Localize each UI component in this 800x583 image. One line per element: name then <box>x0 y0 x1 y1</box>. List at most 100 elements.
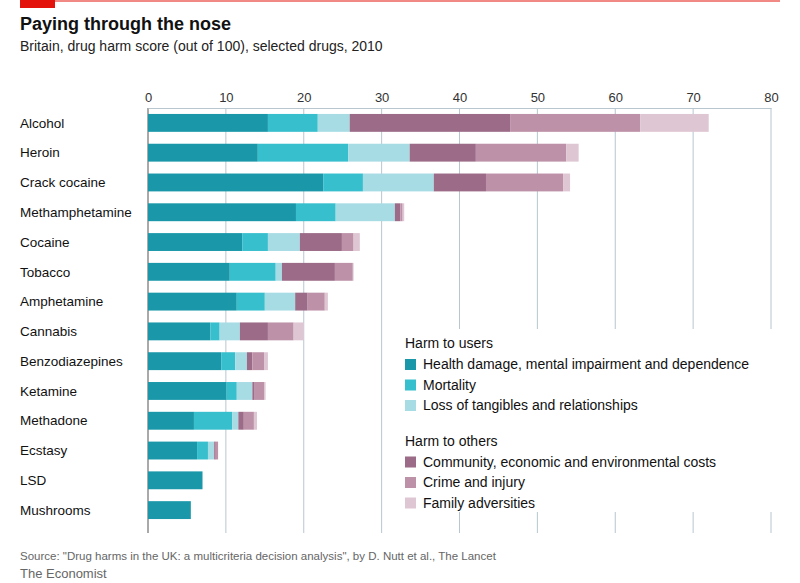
header-tag <box>20 0 55 8</box>
grid-line <box>225 108 226 533</box>
category-label: Heroin <box>20 145 60 160</box>
series <box>194 114 363 460</box>
bar <box>202 471 203 489</box>
legend-swatch <box>405 359 416 370</box>
bar <box>325 293 328 311</box>
bar <box>190 501 191 519</box>
tick: 40 <box>453 90 467 108</box>
tick-label: 0 <box>145 90 152 105</box>
bar <box>202 471 203 489</box>
category-label: LSD <box>20 473 47 488</box>
bar <box>352 263 354 281</box>
legend-label: Loss of tangibles and relationships <box>423 397 638 413</box>
legend-title: Harm to others <box>405 433 498 449</box>
bar <box>318 114 350 132</box>
legend-swatch <box>405 400 416 411</box>
tick: 0 <box>145 90 152 108</box>
bar <box>235 352 247 370</box>
bar <box>395 203 400 221</box>
bar <box>190 501 191 519</box>
legend-label: Health damage, mental impairment and dep… <box>423 356 749 372</box>
bar <box>148 144 258 162</box>
bar <box>202 471 203 489</box>
bar <box>227 382 237 400</box>
bar <box>237 382 253 400</box>
bar <box>363 174 434 192</box>
bar <box>264 382 266 400</box>
bar <box>148 442 197 460</box>
bar <box>336 203 395 221</box>
category-label: Alcohol <box>20 116 64 131</box>
bar <box>276 263 282 281</box>
bar <box>252 352 264 370</box>
bar <box>148 263 230 281</box>
bar <box>148 471 203 489</box>
bar <box>202 471 203 489</box>
bar <box>323 174 363 192</box>
legend-label: Community, economic and environmental co… <box>423 454 716 470</box>
bar <box>486 174 563 192</box>
bar <box>403 203 405 221</box>
bar <box>190 501 191 519</box>
grid <box>148 108 771 533</box>
bar <box>566 144 578 162</box>
tick: 70 <box>686 90 700 108</box>
chart: Paying through the nose Britain, drug har… <box>0 0 800 583</box>
legend-swatch <box>405 380 416 391</box>
bar <box>268 322 294 340</box>
category-label: Amphetamine <box>20 294 103 309</box>
category-label: Ecstasy <box>20 443 68 458</box>
bar <box>148 501 191 519</box>
bar <box>282 263 335 281</box>
category-label: Ketamine <box>20 384 77 399</box>
tick-label: 70 <box>686 90 700 105</box>
bar <box>308 293 325 311</box>
bar <box>220 322 240 340</box>
bar <box>214 442 216 460</box>
bar <box>434 174 486 192</box>
bar <box>640 114 709 132</box>
bar <box>247 352 252 370</box>
bar <box>268 114 318 132</box>
bar <box>242 233 268 251</box>
header-rule <box>20 1 780 2</box>
series <box>148 114 323 519</box>
tick: 80 <box>764 90 778 108</box>
legend-label: Crime and injury <box>423 474 525 490</box>
bar <box>148 114 268 132</box>
grid-line <box>148 108 149 533</box>
tick: 30 <box>375 90 389 108</box>
bar <box>148 174 323 192</box>
category-label: Crack cocaine <box>20 175 106 190</box>
tick-label: 50 <box>531 90 545 105</box>
bar <box>218 442 219 460</box>
bar <box>148 382 227 400</box>
bar <box>335 263 353 281</box>
bar <box>202 471 203 489</box>
legend-label: Family adversities <box>423 495 535 511</box>
legend-title: Harm to users <box>405 335 493 351</box>
bar <box>148 203 296 221</box>
bar <box>350 114 510 132</box>
legend-label: Mortality <box>423 377 476 393</box>
bar <box>148 233 242 251</box>
tick: 10 <box>219 90 233 108</box>
bar <box>232 412 238 430</box>
credit: The Economist <box>20 566 107 581</box>
category-label: Tobacco <box>20 265 70 280</box>
bar <box>300 233 342 251</box>
bar <box>295 293 307 311</box>
tick-label: 60 <box>609 90 623 105</box>
legend-swatch <box>405 498 416 509</box>
bar <box>265 293 295 311</box>
subtitle: Britain, drug harm score (out of 100), s… <box>20 38 383 54</box>
category-label: Methamphetamine <box>20 205 132 220</box>
bar <box>258 144 348 162</box>
bar <box>342 233 354 251</box>
category-label: Cannabis <box>20 324 77 339</box>
bar <box>210 322 219 340</box>
title: Paying through the nose <box>20 14 231 34</box>
bar <box>237 293 265 311</box>
grid-line <box>303 108 304 533</box>
bar <box>148 293 237 311</box>
